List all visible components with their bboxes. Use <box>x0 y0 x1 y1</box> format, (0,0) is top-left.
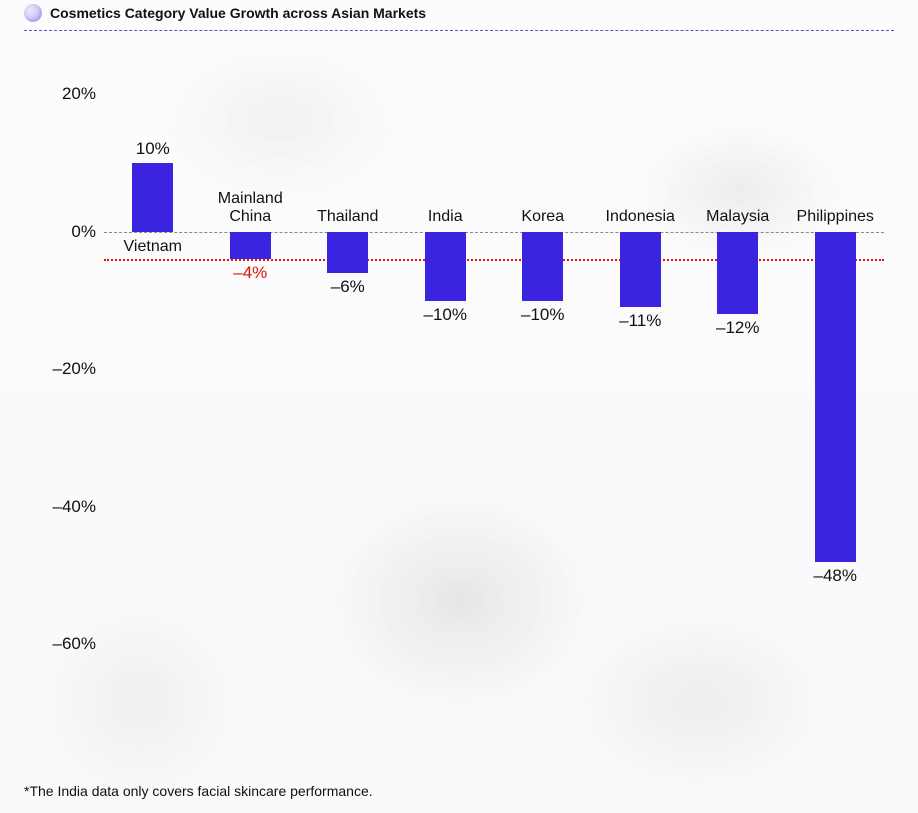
bar <box>522 232 563 301</box>
title-underline <box>24 30 894 31</box>
y-axis-label: 20% <box>24 84 96 104</box>
y-axis-label: –40% <box>24 497 96 517</box>
globe-icon <box>24 4 42 22</box>
category-label: Vietnam <box>93 238 213 256</box>
bar <box>425 232 466 301</box>
plot-area <box>104 60 884 713</box>
y-axis-label: 0% <box>24 222 96 242</box>
value-label: –4% <box>210 263 290 283</box>
value-label: –12% <box>698 318 778 338</box>
chart-footnote: *The India data only covers facial skinc… <box>24 783 373 799</box>
bar <box>815 232 856 562</box>
chart-header: Cosmetics Category Value Growth across A… <box>24 4 894 32</box>
average-reference-line <box>104 259 884 261</box>
chart-title: Cosmetics Category Value Growth across A… <box>50 5 426 21</box>
category-label: Philippines <box>775 208 895 226</box>
value-label: –48% <box>795 566 875 586</box>
value-label: –11% <box>600 311 680 331</box>
value-label: 10% <box>113 139 193 159</box>
bar <box>230 232 271 259</box>
y-axis-label: –60% <box>24 634 96 654</box>
value-label: –10% <box>405 305 485 325</box>
bar <box>327 232 368 273</box>
value-label: –10% <box>503 305 583 325</box>
bar <box>620 232 661 308</box>
zero-gridline <box>104 232 884 233</box>
bar <box>717 232 758 314</box>
chart-area: 20%0%–20%–40%–60%Vietnam10%MainlandChina… <box>24 60 894 753</box>
y-axis-label: –20% <box>24 359 96 379</box>
bar <box>132 163 173 232</box>
value-label: –6% <box>308 277 388 297</box>
